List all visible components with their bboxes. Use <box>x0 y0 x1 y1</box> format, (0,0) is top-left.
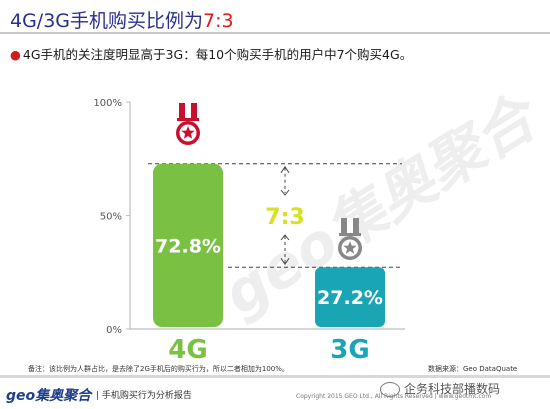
y-tick-label: 0% <box>106 325 122 336</box>
medal-ribbon <box>191 103 197 119</box>
wechat-label: 企务科技部播数码 <box>404 382 501 396</box>
bar-value-label: 27.2% <box>317 287 383 309</box>
bar-value-label: 72.8% <box>155 235 221 257</box>
brand-logo: geo集奥聚合 <box>6 388 92 404</box>
medal-4g-icon <box>176 103 200 145</box>
arrow-up-icon <box>280 165 290 174</box>
bullet-text: 4G手机的关注度明显高于3G：每10个购买手机的用户中7个购买4G。 <box>22 47 413 62</box>
medal-ribbon-stripe <box>347 218 353 234</box>
medal-ribbon <box>353 218 359 234</box>
medal-bar <box>339 233 361 236</box>
medal-ribbon-stripe <box>185 103 191 119</box>
footer-divider <box>0 375 550 378</box>
arrow-up-icon <box>280 234 290 241</box>
chart-bars: 72.8% 4G 27.2% 3G <box>153 163 385 365</box>
title-text: 4G/3G手机购买比例为 <box>10 10 204 32</box>
title-ratio: 7:3 <box>203 10 234 32</box>
bullet-dot-icon: ● <box>10 47 21 62</box>
category-label: 4G <box>168 335 207 365</box>
page-title: 4G/3G手机购买比例为7:3 <box>10 6 234 33</box>
bullet-point: ● 4G手机的关注度明显高于3G：每10个购买手机的用户中7个购买4G。 <box>10 44 412 63</box>
y-tick-label: 50% <box>100 212 122 223</box>
medal-bar <box>177 118 199 121</box>
wechat-icon <box>380 382 400 397</box>
ratio-label: 7:3 <box>265 205 304 230</box>
y-tick-label: 100% <box>93 98 122 109</box>
bar-3G <box>315 267 385 327</box>
data-source: 数据来源：Geo DataQuate <box>428 365 518 373</box>
medal-ribbon <box>179 103 185 119</box>
star-icon <box>343 241 357 254</box>
title-divider <box>0 32 550 34</box>
star-icon <box>181 126 195 139</box>
report-title: | 手机购买行为分析报告 <box>96 391 192 401</box>
bar-4G <box>153 163 223 327</box>
wechat-watermark: 企务科技部播数码 <box>380 380 500 397</box>
arrow-down-icon <box>280 189 290 196</box>
chart-medals <box>176 103 362 260</box>
medal-ribbon <box>341 218 347 234</box>
arrow-down-icon <box>280 257 290 266</box>
chart-axes: 100% 50% 0% <box>93 98 405 336</box>
footnote: 备注：该比例为人群占比，是去除了2G手机后的购买行为，所以二者相加为100%。 <box>28 365 289 373</box>
medal-3g-icon <box>338 218 362 260</box>
category-label: 3G <box>330 335 369 365</box>
